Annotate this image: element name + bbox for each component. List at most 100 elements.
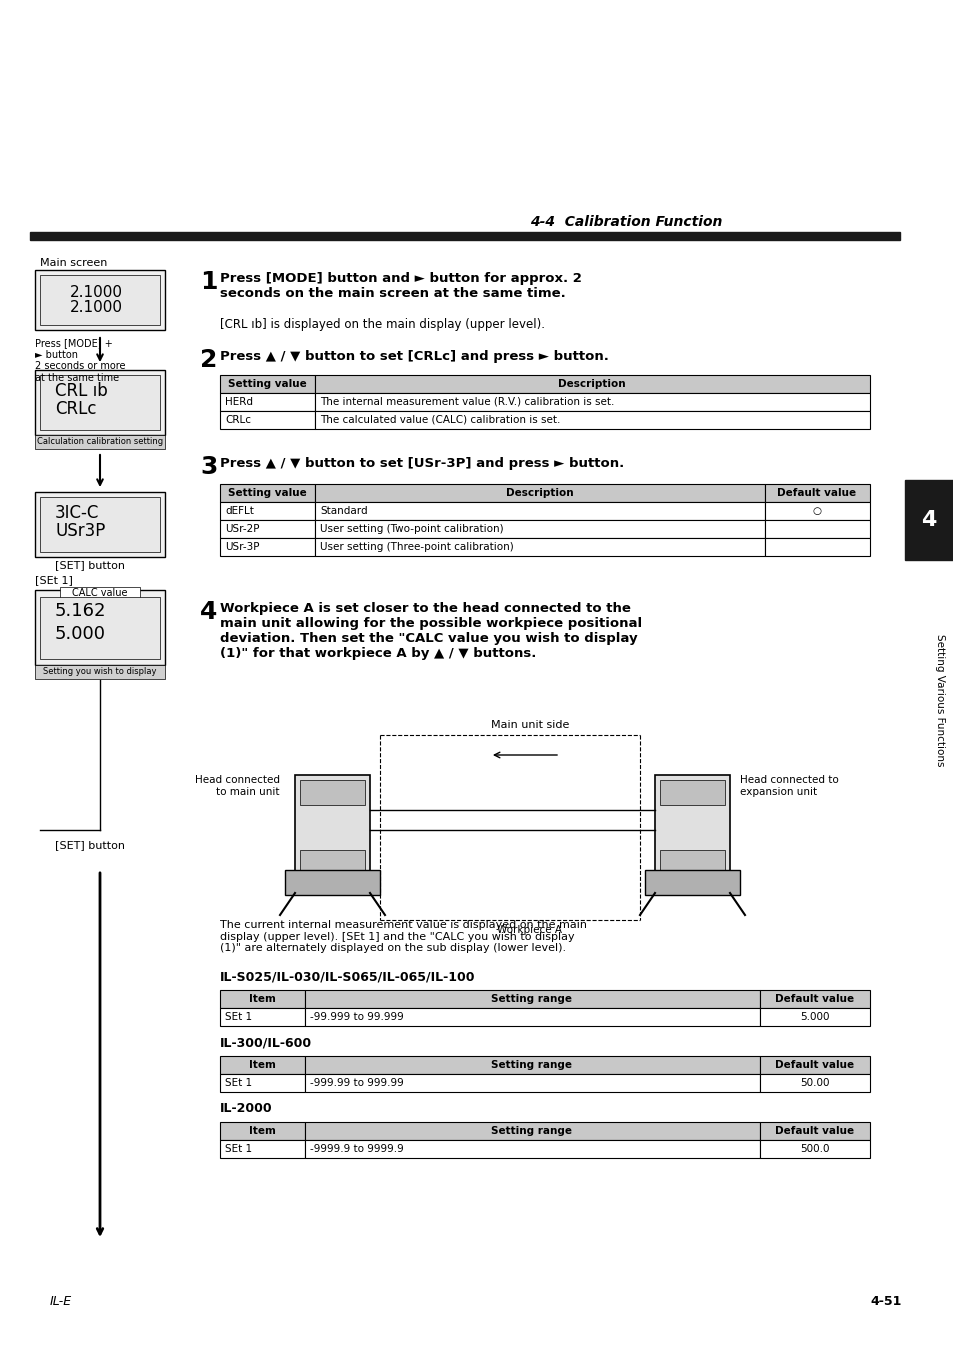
Text: Head connected to
expansion unit: Head connected to expansion unit	[740, 775, 838, 796]
Bar	[40, 497, 160, 552]
Bar	[60, 587, 140, 599]
Text: Standard: Standard	[319, 506, 367, 516]
Text: -99.999 to 99.999: -99.999 to 99.999	[310, 1012, 403, 1022]
Text: Item: Item	[249, 994, 275, 1004]
Text: The calculated value (CALC) calibration is set.: The calculated value (CALC) calibration …	[319, 414, 559, 425]
Bar	[30, 232, 899, 240]
Text: Default value: Default value	[775, 1126, 854, 1135]
Bar	[220, 1139, 305, 1158]
Bar	[760, 990, 869, 1008]
Text: Head connected
to main unit: Head connected to main unit	[194, 775, 280, 796]
Bar	[220, 1008, 305, 1026]
Text: CRLc: CRLc	[225, 414, 251, 425]
Bar	[220, 485, 314, 502]
Bar	[659, 850, 724, 875]
Bar	[760, 1075, 869, 1092]
Bar	[40, 275, 160, 325]
Text: 2: 2	[200, 348, 217, 373]
Text: SEt 1: SEt 1	[225, 1079, 252, 1088]
Text: Main screen: Main screen	[40, 258, 108, 269]
Text: User setting (Two-point calibration): User setting (Two-point calibration)	[319, 524, 503, 535]
Bar	[305, 1122, 760, 1139]
Bar	[220, 520, 314, 539]
Text: 4: 4	[921, 510, 936, 531]
Text: 2.1000: 2.1000	[70, 300, 123, 315]
Bar	[220, 1056, 305, 1075]
Text: IL-S025/IL-030/IL-S065/IL-065/IL-100: IL-S025/IL-030/IL-S065/IL-065/IL-100	[220, 971, 475, 983]
Text: Default value: Default value	[775, 1060, 854, 1071]
Text: Description: Description	[506, 487, 573, 498]
Bar	[760, 1139, 869, 1158]
Bar	[220, 1075, 305, 1092]
Text: -9999.9 to 9999.9: -9999.9 to 9999.9	[310, 1143, 403, 1154]
Text: 5.000: 5.000	[800, 1012, 829, 1022]
Bar	[220, 375, 314, 393]
Bar	[299, 850, 365, 875]
Text: Setting Various Functions: Setting Various Functions	[934, 633, 944, 767]
Text: 4: 4	[200, 599, 217, 624]
Bar	[764, 485, 869, 502]
Text: 50.00: 50.00	[800, 1079, 829, 1088]
Bar	[314, 502, 764, 520]
Bar	[305, 1139, 760, 1158]
Text: Main unit side: Main unit side	[490, 720, 569, 730]
Bar	[40, 597, 160, 659]
Text: 2.1000: 2.1000	[70, 285, 123, 300]
Text: Description: Description	[558, 379, 625, 389]
Bar	[299, 780, 365, 805]
Text: [SET] button: [SET] button	[55, 840, 125, 850]
Bar	[314, 410, 869, 429]
Bar	[35, 491, 165, 558]
Bar	[305, 1075, 760, 1092]
Text: CRL ıb: CRL ıb	[55, 382, 108, 400]
Text: -999.99 to 999.99: -999.99 to 999.99	[310, 1079, 403, 1088]
Text: The current internal measurement value is displayed on the main
display (upper l: The current internal measurement value i…	[220, 919, 586, 953]
Text: CRLc: CRLc	[55, 400, 96, 418]
Text: Item: Item	[249, 1126, 275, 1135]
Text: User setting (Three-point calibration): User setting (Three-point calibration)	[319, 541, 514, 552]
Bar	[314, 520, 764, 539]
Bar	[760, 1056, 869, 1075]
Bar	[760, 1122, 869, 1139]
Bar	[655, 775, 729, 886]
Text: Workpiece A: Workpiece A	[497, 925, 562, 936]
Bar	[314, 539, 764, 556]
Bar	[764, 520, 869, 539]
Text: dEFLt: dEFLt	[225, 506, 253, 516]
Text: Setting range: Setting range	[491, 994, 572, 1004]
Bar	[305, 1008, 760, 1026]
Bar	[220, 990, 305, 1008]
Text: Setting range: Setting range	[491, 1060, 572, 1071]
Text: 1: 1	[200, 270, 217, 294]
Text: Item: Item	[249, 1060, 275, 1071]
Bar	[35, 435, 165, 450]
Text: Setting you wish to display: Setting you wish to display	[43, 667, 156, 676]
Text: 5.162: 5.162	[55, 602, 107, 620]
Bar	[904, 481, 953, 560]
Text: 4-4  Calibration Function: 4-4 Calibration Function	[530, 215, 721, 230]
Text: Press [MODE] +
► button
2 seconds or more
at the same time: Press [MODE] + ► button 2 seconds or mor…	[35, 338, 126, 383]
Text: CALC value: CALC value	[72, 589, 128, 598]
Bar	[314, 375, 869, 393]
Bar	[285, 869, 379, 895]
Text: Setting value: Setting value	[228, 487, 306, 498]
Bar	[314, 485, 764, 502]
Text: The internal measurement value (R.V.) calibration is set.: The internal measurement value (R.V.) ca…	[319, 397, 614, 406]
Text: 4-51: 4-51	[869, 1295, 901, 1308]
Text: [SEt 1]: [SEt 1]	[35, 575, 72, 585]
Bar	[305, 1056, 760, 1075]
Text: [SET] button: [SET] button	[55, 560, 125, 570]
Bar	[220, 1122, 305, 1139]
Text: 3IC-C: 3IC-C	[55, 504, 99, 522]
Text: 500.0: 500.0	[800, 1143, 829, 1154]
Bar	[35, 666, 165, 679]
Bar	[314, 393, 869, 410]
Text: [CRL ıb] is displayed on the main display (upper level).: [CRL ıb] is displayed on the main displa…	[220, 319, 544, 331]
Text: Setting range: Setting range	[491, 1126, 572, 1135]
Text: USr-2P: USr-2P	[225, 524, 259, 535]
Bar	[220, 539, 314, 556]
Bar	[35, 370, 165, 435]
Text: 5.000: 5.000	[55, 625, 106, 643]
Text: Press [MODE] button and ► button for approx. 2
seconds on the main screen at the: Press [MODE] button and ► button for app…	[220, 271, 581, 300]
Bar	[305, 990, 760, 1008]
